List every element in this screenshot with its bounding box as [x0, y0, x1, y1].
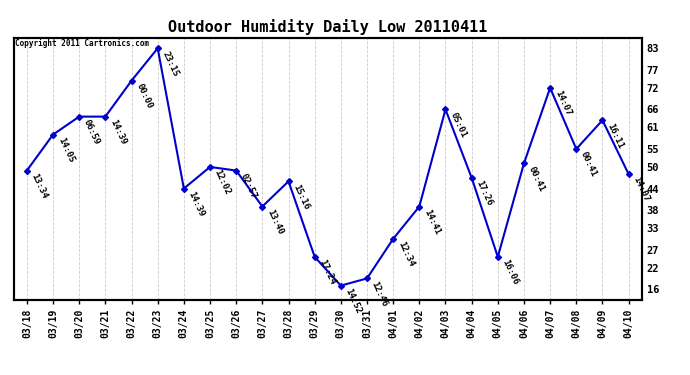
Title: Outdoor Humidity Daily Low 20110411: Outdoor Humidity Daily Low 20110411: [168, 19, 487, 35]
Text: 14:39: 14:39: [108, 118, 128, 146]
Text: 16:06: 16:06: [500, 258, 520, 286]
Text: 14:05: 14:05: [56, 136, 75, 164]
Text: Copyright 2011 Cartronics.com: Copyright 2011 Cartronics.com: [15, 39, 149, 48]
Text: 16:11: 16:11: [605, 122, 624, 150]
Text: 06:59: 06:59: [82, 118, 101, 146]
Text: 12:46: 12:46: [370, 280, 389, 308]
Text: 17:26: 17:26: [475, 179, 494, 207]
Text: 05:01: 05:01: [448, 111, 468, 139]
Text: 12:02: 12:02: [213, 168, 233, 196]
Text: 14:41: 14:41: [422, 208, 442, 236]
Text: 00:00: 00:00: [135, 82, 154, 110]
Text: 13:34: 13:34: [30, 172, 49, 200]
Text: 15:16: 15:16: [291, 183, 310, 211]
Text: 14:52: 14:52: [344, 287, 363, 315]
Text: 00:41: 00:41: [526, 165, 546, 193]
Text: 14:07: 14:07: [553, 89, 573, 117]
Text: 17:24: 17:24: [317, 258, 337, 286]
Text: 23:15: 23:15: [161, 50, 180, 78]
Text: 02:57: 02:57: [239, 172, 259, 200]
Text: 00:41: 00:41: [579, 150, 599, 178]
Text: 14:39: 14:39: [186, 190, 206, 218]
Text: 12:34: 12:34: [396, 240, 415, 268]
Text: 13:40: 13:40: [265, 208, 285, 236]
Text: 14:07: 14:07: [631, 176, 651, 204]
